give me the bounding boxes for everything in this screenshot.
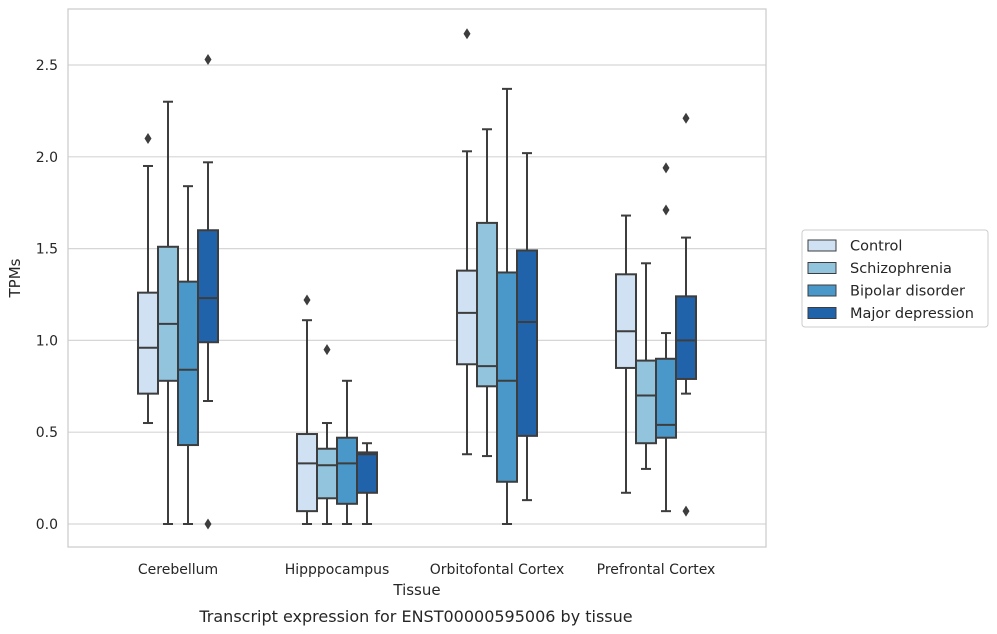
outlier-point [303,294,311,306]
box-bipolar-disorder-cerebellum [177,185,199,525]
iqr-box [296,433,318,513]
box-schizophrenia-prefrontal-cortex [635,262,657,470]
y-tick-label: 0.0 [36,517,58,533]
legend-label: Control [850,239,902,255]
outlier-point [204,518,212,530]
iqr-box [197,229,219,344]
y-tick-label: 2.0 [36,150,58,166]
box-control-cerebellum [137,132,159,425]
outlier-point [662,204,670,216]
legend-swatch [807,284,837,297]
legend-swatch [807,307,837,319]
x-axis-title: Tissue [392,581,440,599]
iqr-box [635,359,657,445]
box-control-orbitofontal-cortex [456,28,478,456]
box-control-hipppocampus [296,294,318,525]
iqr-box [516,249,538,437]
legend-swatch [807,262,837,274]
iqr-box [655,357,677,439]
y-tick-label: 1.5 [36,242,58,258]
box-bipolar-disorder-hipppocampus [336,379,358,525]
iqr-box [476,221,498,388]
iqr-box [675,295,697,380]
legend: Control Schizophrenia Bipolar disorder Majo… [801,229,989,328]
outlier-point [323,344,331,356]
box-major-depression-hipppocampus [356,442,378,525]
legend-swatch [807,239,837,252]
outlier-point [682,112,690,124]
x-tick-label: Hipppocampus [285,562,390,578]
y-tick-label: 1.0 [36,333,58,349]
outlier-point [662,162,670,174]
outlier-point [463,28,471,40]
y-axis-ticks: 0.0 0.5 1.0 1.5 2.0 2.5 [36,58,58,533]
box-schizophrenia-orbitofontal-cortex [476,128,498,458]
y-axis-title: TPMs [6,258,24,298]
box-control-prefrontal-cortex [615,214,637,494]
iqr-box [137,291,159,395]
iqr-box [157,245,179,382]
legend-label: Bipolar disorder [850,284,965,300]
box-major-depression-orbitofontal-cortex [516,152,538,502]
iqr-box [456,269,478,366]
iqr-box [615,273,637,369]
outlier-point [144,132,152,144]
legend-label: Schizophrenia [850,261,952,277]
x-tick-label: Orbitofontal Cortex [430,562,565,578]
iqr-box [316,447,338,500]
outlier-point [204,53,212,65]
legend-label: Major depression [850,306,974,322]
box-bipolar-disorder-prefrontal-cortex [655,162,677,513]
y-tick-label: 2.5 [36,58,58,74]
plot-area-frame [67,8,767,548]
box-schizophrenia-cerebellum [157,100,179,525]
box-major-depression-prefrontal-cortex [675,112,697,517]
chart-caption: Transcript expression for ENST0000059500… [198,607,632,626]
x-axis-ticks: Cerebellum Hipppocampus Orbitofontal Corte… [138,562,715,578]
box-schizophrenia-hipppocampus [316,344,338,525]
iqr-box [336,436,358,505]
iqr-box [356,451,378,494]
legend-frame [801,229,989,328]
box-bipolar-disorder-orbitofontal-cortex [496,87,518,525]
outlier-point [682,505,690,517]
x-tick-label: Prefrontal Cortex [597,562,716,578]
y-tick-label: 0.5 [36,425,58,441]
box-major-depression-cerebellum [197,53,219,530]
box-groups [137,28,697,530]
x-tick-label: Cerebellum [138,562,218,578]
iqr-box [496,271,518,483]
iqr-box [177,280,199,447]
